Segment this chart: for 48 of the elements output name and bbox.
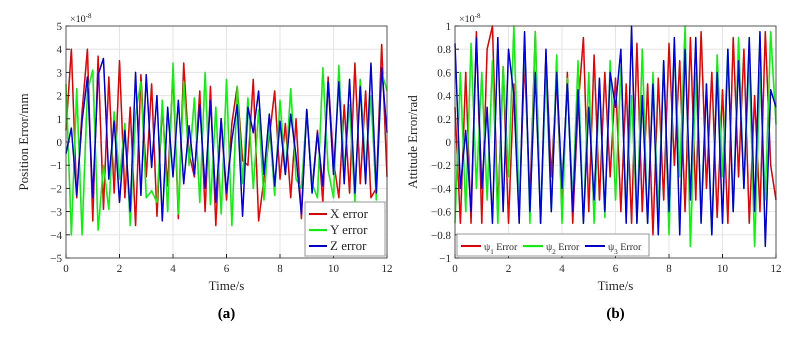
- y-tick-label: 0.8: [437, 44, 452, 56]
- y-tick-label: −1: [50, 160, 62, 172]
- y-tick-label: −5: [50, 253, 62, 265]
- text: (b): [606, 306, 625, 322]
- x-tick-label: 2: [116, 263, 122, 275]
- y-tick-label: −4: [50, 230, 62, 242]
- y-tick-label: 5: [56, 21, 62, 33]
- x-tick-label: 8: [277, 263, 284, 275]
- text: ×10$^{-8}$: [70, 12, 92, 25]
- x-tick-label: 6: [224, 263, 230, 275]
- x-tick-label: 6: [612, 263, 619, 275]
- x-tick-label: 4: [170, 263, 176, 275]
- legend-label: ψ$_{2}$ Error: [546, 242, 580, 256]
- y-tick-label: 0.6: [437, 67, 452, 80]
- y-tick-label: 4: [56, 44, 62, 56]
- y-tick-label: −0.4: [431, 183, 452, 196]
- text: ×10$^{-8}$: [459, 12, 481, 25]
- x-tick-label: 10: [717, 263, 728, 275]
- x-tick-label: 12: [382, 263, 392, 275]
- x-tick-label: 4: [559, 263, 566, 275]
- x-tick-label: 12: [770, 263, 782, 275]
- y-tick-label: −0.8: [431, 230, 452, 242]
- y-tick-label: −0.6: [431, 206, 452, 219]
- y-tick-label: −3: [50, 206, 62, 219]
- x-axis-title: Time/s: [208, 278, 244, 293]
- y-tick-label: 0: [446, 137, 452, 149]
- y-tick-label: 0.4: [437, 90, 452, 103]
- y-tick-label: 1: [446, 21, 451, 33]
- y-tick-label: 3: [56, 67, 62, 80]
- y-tick-label: −0.2: [431, 160, 451, 172]
- legend-label: ψ$_{1}$ Error: [484, 242, 518, 256]
- y-tick-label: 2: [56, 90, 62, 103]
- x-tick-label: 10: [328, 263, 340, 275]
- y-tick-label: −1: [439, 253, 451, 265]
- y-tick-label: −2: [50, 183, 62, 196]
- y-tick-label: 0: [56, 137, 62, 149]
- y-tick-label: 1: [56, 114, 62, 126]
- legend-label: ψ$_{3}$ Error: [608, 242, 642, 256]
- legend-label: Y error: [330, 222, 368, 237]
- x-tick-label: 8: [666, 263, 672, 275]
- x-axis-title: Time/s: [598, 278, 634, 293]
- legend-label: Z error: [330, 238, 368, 253]
- legend-label: X error: [330, 206, 369, 221]
- text: (a): [218, 306, 236, 322]
- x-tick-label: 2: [506, 263, 512, 275]
- y-axis-title: Attitude Error/rad: [405, 94, 420, 189]
- y-axis-title: Position Error/mm: [16, 93, 31, 191]
- y-tick-label: 0.2: [437, 114, 451, 126]
